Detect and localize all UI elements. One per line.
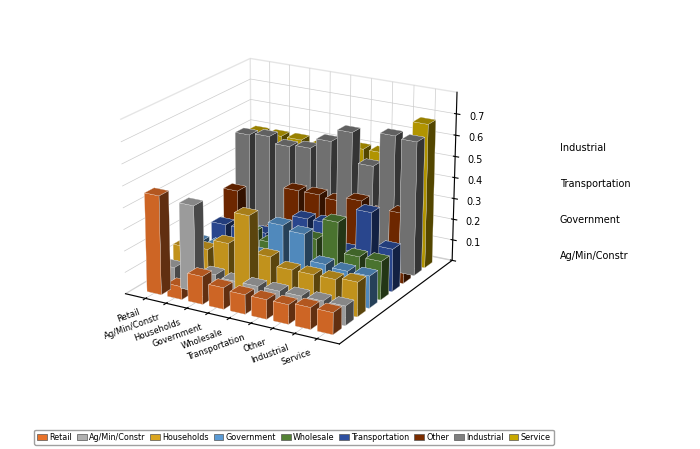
Text: Industrial: Industrial [560,143,606,153]
Text: Ag/Min/Constr: Ag/Min/Constr [560,251,629,261]
Text: Government: Government [560,215,621,225]
Text: Transportation: Transportation [560,179,631,189]
Legend: Retail, Ag/Min/Constr, Households, Government, Wholesale, Transportation, Other,: Retail, Ag/Min/Constr, Households, Gover… [34,430,554,445]
